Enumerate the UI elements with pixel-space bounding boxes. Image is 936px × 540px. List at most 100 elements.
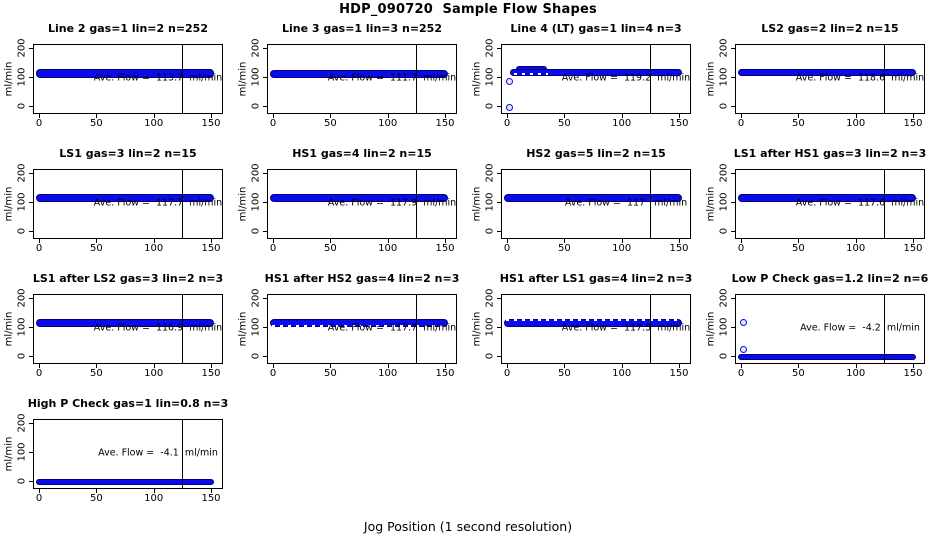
flow-panel: LS1 after HS1 gas=3 lin=2 n=3 0 50 100 150 0 1… [702,145,936,270]
x-axis-tick-label: 100 [846,243,866,254]
y-axis-label: ml/min [705,61,717,97]
y-axis-tick-label: 200 [718,163,730,183]
panel-title: HS1 after HS2 gas=4 lin=2 n=3 [264,272,460,285]
y-axis-tick-label: 100 [250,67,262,87]
flow-panel: HS2 gas=5 lin=2 n=15 0 50 100 150 0 100 200 ml/m… [468,145,702,270]
cutoff-vline [416,169,417,239]
x-axis-tick-label: 50 [89,243,103,254]
x-axis-tick-label: 150 [903,118,923,129]
x-axis-tick [741,114,742,118]
x-axis-tick-label: 150 [669,118,689,129]
outlier-point [739,319,747,327]
x-axis-tick-label: 150 [201,118,221,129]
y-axis-tick-label: 200 [250,38,262,58]
x-axis-tick [387,114,389,118]
band-gap-dashes [513,72,549,75]
y-axis-tick-label: 100 [250,317,262,337]
x-axis-tick-label: 0 [737,368,745,379]
data-band [737,193,917,202]
x-axis-tick-label: 150 [201,368,221,379]
y-axis-tick-label: 200 [16,288,28,308]
x-axis-tick [153,364,155,368]
x-axis-tick-label: 150 [201,493,221,504]
y-axis-tick [263,202,267,203]
x-axis-tick-label: 50 [323,118,337,129]
x-axis-tick-label: 100 [612,243,632,254]
y-axis-tick [263,298,267,299]
y-axis-tick [263,77,267,78]
x-axis-tick [798,239,800,243]
plot-box [33,419,223,489]
y-axis-tick-label: 100 [484,317,496,337]
x-axis-tick [153,114,155,118]
y-axis-tick [497,298,501,299]
y-axis-tick [29,298,33,299]
flow-panel: Line 2 gas=1 lin=2 n=252 0 50 100 150 0 100 200… [0,20,234,145]
y-axis-tick-label: 100 [16,192,28,212]
y-axis-tick-label: 200 [250,163,262,183]
y-axis-tick [263,231,267,232]
x-axis-tick [96,489,98,493]
band-gap-dashes [505,318,682,321]
data-band [269,193,449,202]
panel-title: Line 2 gas=1 lin=2 n=252 [47,22,208,35]
y-axis-tick [497,106,501,107]
x-axis-tick [741,364,742,368]
x-axis-tick-label: 100 [144,368,164,379]
y-axis-tick [731,356,735,357]
x-axis-tick [798,114,800,118]
avg-flow-annotation: Ave. Flow = 113.7 ml/min [93,72,223,84]
avg-flow-annotation: Ave. Flow = 117.7 ml/min [93,197,223,209]
x-axis-tick [855,114,857,118]
avg-flow-annotation: Ave. Flow = -4.2 ml/min [800,322,920,334]
cutoff-vline [182,44,183,114]
y-axis-tick-label: 0 [250,227,262,235]
x-axis-tick [211,489,212,493]
plot-box [33,294,223,364]
panel-title: HS1 gas=4 lin=2 n=15 [292,147,432,160]
x-axis-tick [564,364,566,368]
avg-flow-annotation: Ave. Flow = 119.2 ml/min [561,72,691,84]
y-axis-tick [29,327,33,328]
y-axis-tick-label: 200 [484,163,496,183]
x-axis-tick [445,364,446,368]
flow-panel: Line 3 gas=1 lin=3 n=252 0 50 100 150 0 100 200… [234,20,468,145]
x-axis-tick-label: 50 [791,243,805,254]
plot-box [735,169,925,239]
y-axis-tick [263,173,267,174]
x-axis-tick [798,364,800,368]
y-axis-tick-label: 200 [250,288,262,308]
y-axis-tick-label: 200 [484,38,496,58]
y-axis-label: ml/min [3,436,15,472]
y-axis-tick [263,48,267,49]
x-axis-tick [445,114,446,118]
y-axis-tick [497,48,501,49]
y-axis-tick [731,48,735,49]
y-axis-tick [731,231,735,232]
x-axis-tick-label: 50 [791,368,805,379]
y-axis-tick [29,106,33,107]
y-axis-tick [29,77,33,78]
x-axis-tick-label: 0 [503,368,511,379]
x-axis-tick [273,114,274,118]
data-band [269,70,449,79]
x-axis-tick-label: 150 [435,368,455,379]
cutoff-vline [416,294,417,364]
x-axis-tick-label: 0 [269,243,277,254]
x-axis-tick [679,364,680,368]
panel-title: LS1 gas=3 lin=2 n=15 [59,147,197,160]
x-axis-tick [211,239,212,243]
data-band [35,193,215,202]
plot-box [33,169,223,239]
x-axis-tick [96,364,98,368]
y-axis-label: ml/min [471,311,483,347]
x-axis-tick-label: 0 [269,118,277,129]
x-axis-tick-label: 100 [612,118,632,129]
y-axis-label: ml/min [237,311,249,347]
x-axis-tick [330,364,332,368]
x-axis-tick [741,239,742,243]
avg-flow-annotation: Ave. Flow = 117.7 ml/min [327,322,457,334]
plot-box [267,294,457,364]
x-axis-tick [211,364,212,368]
outlier-point [505,77,513,85]
